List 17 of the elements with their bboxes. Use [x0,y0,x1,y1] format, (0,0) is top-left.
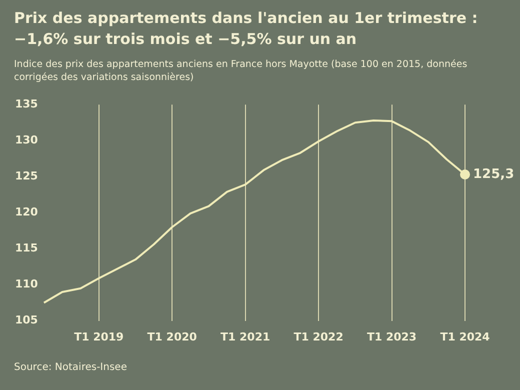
x-tick-label: T1 2022 [294,330,344,344]
y-tick-label: 130 [14,133,38,146]
y-tick-label: 125 [14,170,38,183]
data-label: 125,3 [473,166,514,182]
y-tick-label: 135 [14,97,38,110]
x-tick-label: T1 2021 [220,330,270,344]
x-tick-label: T1 2019 [74,330,124,344]
y-tick-label: 110 [14,278,38,291]
x-tick-label: T1 2023 [366,330,417,344]
y-tick-label: 120 [14,206,38,219]
y-tick-label: 105 [14,314,38,327]
x-tick-label: T1 2024 [440,330,490,344]
x-tick-label: T1 2020 [147,330,198,344]
chart-title: Prix des appartements dans l'ancien au 1er trimestre : −1,6% sur trois mois et −5,5% sur un an [14,8,479,50]
y-tick-label: 115 [14,242,38,255]
source-note: Source: Notaires-Insee [14,362,127,373]
chart-subtitle: Indice des prix des appartements anciens en France hors Mayotte (base 100 en 2015, données corrigées des variations saisonnières) [14,58,468,84]
